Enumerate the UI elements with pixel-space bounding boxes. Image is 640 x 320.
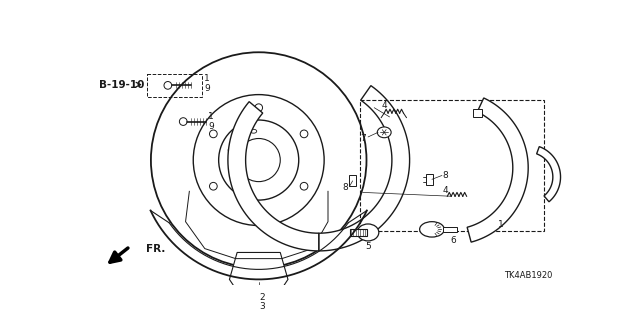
Text: 4: 4 xyxy=(443,186,449,195)
Text: TK4AB1920: TK4AB1920 xyxy=(504,271,552,280)
Ellipse shape xyxy=(357,224,379,241)
Polygon shape xyxy=(230,252,288,291)
Polygon shape xyxy=(467,98,528,242)
Circle shape xyxy=(300,130,308,138)
Bar xyxy=(349,175,356,186)
Ellipse shape xyxy=(237,136,243,140)
Text: 6: 6 xyxy=(451,236,456,245)
Text: 3: 3 xyxy=(260,302,266,311)
Ellipse shape xyxy=(420,222,444,237)
Polygon shape xyxy=(319,86,410,251)
Bar xyxy=(472,109,482,116)
Polygon shape xyxy=(536,147,561,202)
Circle shape xyxy=(255,104,262,112)
Ellipse shape xyxy=(378,127,391,138)
Text: 2: 2 xyxy=(260,292,266,302)
Bar xyxy=(426,174,433,185)
Bar xyxy=(147,74,202,97)
Text: 4: 4 xyxy=(381,101,387,110)
Ellipse shape xyxy=(237,139,280,182)
Ellipse shape xyxy=(193,95,324,226)
Text: FR.: FR. xyxy=(145,244,165,254)
Text: 9: 9 xyxy=(204,84,210,93)
Ellipse shape xyxy=(164,82,172,89)
Circle shape xyxy=(209,182,217,190)
Text: 1: 1 xyxy=(204,74,210,83)
Circle shape xyxy=(255,209,262,216)
Text: 1: 1 xyxy=(499,220,504,229)
Circle shape xyxy=(209,130,217,138)
Ellipse shape xyxy=(179,118,187,125)
Text: 9: 9 xyxy=(208,122,214,131)
Ellipse shape xyxy=(219,120,299,200)
Text: 1: 1 xyxy=(208,112,214,121)
Text: B-19-10: B-19-10 xyxy=(99,80,145,90)
Bar xyxy=(443,227,456,232)
Ellipse shape xyxy=(151,52,367,268)
Circle shape xyxy=(300,182,308,190)
Text: 8: 8 xyxy=(442,171,448,180)
Ellipse shape xyxy=(250,129,257,133)
Text: 7: 7 xyxy=(360,134,365,143)
Ellipse shape xyxy=(228,148,234,152)
Text: 5: 5 xyxy=(365,242,371,251)
Bar xyxy=(350,228,367,236)
Text: 8: 8 xyxy=(342,183,348,192)
Polygon shape xyxy=(228,102,319,251)
